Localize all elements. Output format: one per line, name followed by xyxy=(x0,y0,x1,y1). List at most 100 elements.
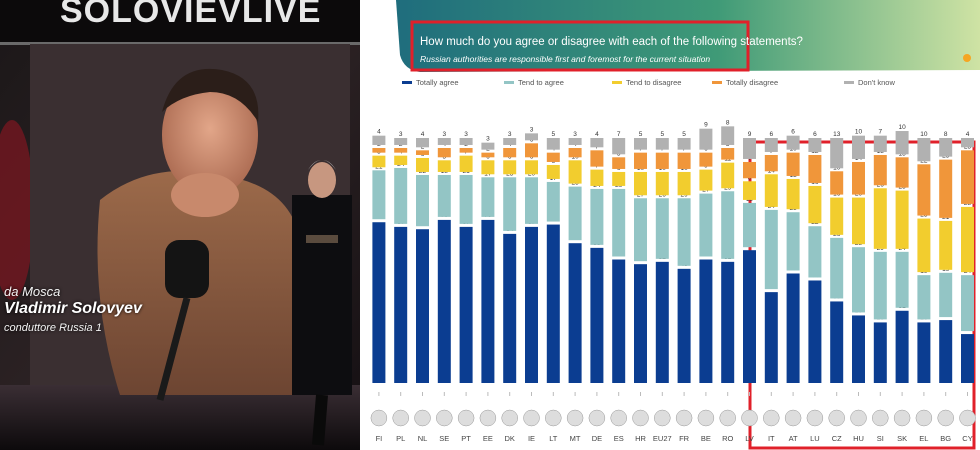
bar-segment-dont-know xyxy=(590,138,604,148)
bar-segment-totally-disagree xyxy=(459,147,473,153)
bar-segment-totally-disagree xyxy=(655,152,669,169)
bar-segment-dont-know xyxy=(677,138,691,150)
value-label-dont-know: 6 xyxy=(813,131,817,138)
bar-segment-tend-to-disagree xyxy=(525,160,538,175)
caption-location: da Mosca xyxy=(4,284,61,299)
chart-subtitle: Russian authorities are responsible firs… xyxy=(420,54,711,64)
category-label: IE xyxy=(528,434,535,443)
value-label-dont-know: 10 xyxy=(855,129,863,136)
bar-segment-tend-to-disagree xyxy=(503,160,517,175)
legend-swatch-tend-to-disagree xyxy=(612,81,622,84)
bar-segment-tend-to-agree xyxy=(677,198,691,266)
bar-segment-tend-to-disagree xyxy=(786,178,800,210)
bar-segment-totally-disagree xyxy=(830,171,844,195)
caption-name: Vladimir Solovyev xyxy=(4,300,142,317)
flag-icon xyxy=(523,409,540,427)
flag-icon xyxy=(850,409,867,427)
bar-segment-tend-to-agree xyxy=(416,174,429,227)
flag-icon xyxy=(959,409,976,427)
title-highlight-box xyxy=(410,20,750,72)
value-label-dont-know: 7 xyxy=(617,131,621,138)
bar-segment-dont-know xyxy=(503,138,517,145)
bar-segment-totally-disagree xyxy=(677,152,691,169)
bar-segment-totally-disagree xyxy=(939,159,953,218)
legend-label-tend-to-agree: Tend to agree xyxy=(518,78,564,87)
flag-icon xyxy=(479,409,497,427)
flag-icon xyxy=(414,409,431,427)
bar-segment-tend-to-agree xyxy=(808,226,822,278)
bar-segment-tend-to-agree xyxy=(873,251,887,320)
category-label: HU xyxy=(853,434,864,443)
bar-segment-tend-to-agree xyxy=(590,188,604,245)
legend-swatch-dont-know xyxy=(844,81,854,84)
bar-segment-dont-know xyxy=(546,138,560,150)
bar-segment-tend-to-agree xyxy=(786,212,800,271)
value-label-dont-know: 5 xyxy=(682,131,686,138)
studio-sign-text: SOLOVIEVLIVE xyxy=(60,0,322,30)
legend-label-totally-agree: Totally agree xyxy=(416,78,459,87)
bar-segment-tend-to-agree xyxy=(655,198,669,259)
bar-segment-tend-to-agree xyxy=(394,167,408,224)
bar-segment-totally-agree xyxy=(525,226,538,383)
value-label-dont-know: 4 xyxy=(966,131,970,138)
bar-segment-tend-to-disagree xyxy=(699,169,713,191)
bar-segment-totally-agree xyxy=(917,322,931,383)
bar-segment-tend-to-disagree xyxy=(939,220,953,270)
bar-segment-totally-agree xyxy=(677,268,691,383)
bar-segment-tend-to-agree xyxy=(459,174,473,224)
bar-segment-totally-disagree xyxy=(721,147,735,160)
bar-segment-totally-disagree xyxy=(895,157,909,188)
legend-label-tend-to-disagree: Tend to disagree xyxy=(626,78,682,87)
bar-segment-dont-know xyxy=(394,138,408,145)
bar-segment-tend-to-agree xyxy=(372,170,386,220)
category-label: CY xyxy=(962,434,972,443)
value-label-dont-know: 3 xyxy=(508,131,512,138)
category-label: HR xyxy=(635,434,646,443)
category-label: ES xyxy=(614,434,624,443)
bar-segment-dont-know xyxy=(525,133,538,141)
flag-icon xyxy=(588,409,606,427)
bar-segment-totally-agree xyxy=(372,222,386,383)
bar-segment-tend-to-disagree xyxy=(655,171,669,196)
header-banner xyxy=(396,0,980,72)
value-label-dont-know: 5 xyxy=(660,131,664,138)
flag-icon xyxy=(719,409,736,427)
bar-segment-tend-to-agree xyxy=(743,202,756,248)
chart-panel: 6921524FI6724423PL6622624NL7018543SE6721… xyxy=(360,0,980,450)
category-label: PT xyxy=(461,434,471,443)
bar-segment-tend-to-disagree xyxy=(808,185,822,224)
bar-segment-totally-agree xyxy=(655,261,669,383)
bar-segment-dont-know xyxy=(721,126,735,145)
bar-segment-dont-know xyxy=(568,138,582,145)
bar-segment-totally-agree xyxy=(830,301,844,383)
value-label-dont-know: 8 xyxy=(726,119,730,126)
bar-segment-tend-to-disagree xyxy=(895,190,909,249)
bar-segment-totally-agree xyxy=(808,280,822,383)
bar-segment-totally-disagree xyxy=(808,154,822,183)
bar-segment-tend-to-agree xyxy=(699,193,713,257)
bar-segment-totally-agree xyxy=(764,292,778,383)
bar-segment-totally-disagree xyxy=(437,147,451,158)
legend-label-dont-know: Don't know xyxy=(858,78,895,87)
flag-icon xyxy=(697,409,715,427)
value-label-dont-know: 4 xyxy=(595,131,599,138)
bar-segment-dont-know xyxy=(459,138,473,145)
bar-segment-totally-agree xyxy=(590,247,604,383)
bar-segment-tend-to-agree xyxy=(481,177,495,217)
bar-segment-tend-to-disagree xyxy=(961,206,974,273)
flag-icon xyxy=(392,409,409,427)
flag-icon xyxy=(654,409,671,427)
bar-segment-totally-disagree xyxy=(764,154,778,172)
category-label: IT xyxy=(768,434,775,443)
category-label: FI xyxy=(376,434,383,443)
bar-segment-tend-to-agree xyxy=(612,188,626,257)
legend-item-totally-disagree: Totally disagree xyxy=(712,78,778,87)
flag-icon xyxy=(457,409,475,427)
bar-segment-tend-to-disagree xyxy=(634,171,647,196)
value-label-dont-know: 5 xyxy=(639,131,643,138)
value-label-dont-know: 7 xyxy=(878,129,882,136)
bar-segment-dont-know xyxy=(655,138,669,150)
bar-segment-tend-to-disagree xyxy=(917,218,931,273)
bar-segment-totally-disagree xyxy=(481,152,495,158)
flag-icon xyxy=(806,409,824,427)
